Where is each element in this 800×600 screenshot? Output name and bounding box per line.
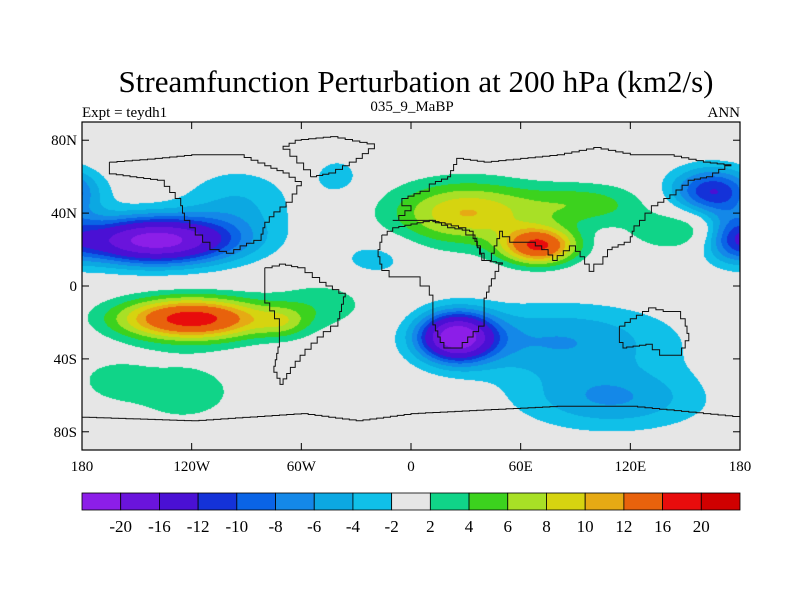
colorbar-swatch bbox=[313, 492, 354, 511]
chart-title: Streamfunction Perturbation at 200 hPa (… bbox=[119, 64, 714, 99]
coastline-5 bbox=[618, 307, 690, 356]
colorbar-label: 8 bbox=[542, 517, 551, 536]
experiment-label: Expt = teydh1 bbox=[82, 105, 167, 121]
colorbar-swatch bbox=[429, 492, 470, 511]
y-tick-label: 40N bbox=[51, 206, 77, 222]
colorbar-swatch bbox=[159, 492, 199, 511]
colorbar-label: 10 bbox=[577, 517, 594, 536]
colorbar-swatch bbox=[391, 492, 431, 511]
y-tick-label: 40S bbox=[54, 352, 77, 368]
colorbar-label: 12 bbox=[615, 517, 632, 536]
colorbar-swatch bbox=[197, 492, 238, 511]
colorbar-label: 6 bbox=[504, 517, 513, 536]
y-tick-label: 80N bbox=[51, 133, 77, 149]
colorbar-label: 16 bbox=[654, 517, 671, 536]
coastline-3 bbox=[392, 147, 732, 272]
coastline-0 bbox=[108, 154, 302, 254]
coastline-2 bbox=[282, 136, 375, 178]
colorbar-swatch bbox=[81, 492, 122, 511]
x-tick-label: 180 bbox=[71, 459, 94, 475]
colorbar-swatch bbox=[236, 492, 276, 511]
colorbar-swatch bbox=[700, 492, 741, 511]
colorbar-label: 2 bbox=[426, 517, 435, 536]
colorbar-swatch bbox=[584, 492, 625, 511]
period-label: 035_9_MaBP bbox=[370, 99, 453, 115]
y-tick-label: 80S bbox=[54, 425, 77, 441]
colorbar-label: -10 bbox=[225, 517, 248, 536]
x-tick-label: 60E bbox=[509, 459, 533, 475]
x-tick-label: 60W bbox=[287, 459, 317, 475]
y-axis: 80N 40N 0 40S 80S bbox=[51, 133, 740, 441]
colorbar-label: -6 bbox=[307, 517, 321, 536]
colorbar-label: -2 bbox=[385, 517, 399, 536]
coastline-6 bbox=[82, 405, 740, 422]
colorbar-label: 4 bbox=[465, 517, 474, 536]
colorbar-label: -4 bbox=[346, 517, 361, 536]
colorbar-swatch bbox=[662, 492, 702, 511]
colorbar-swatch bbox=[120, 492, 160, 511]
field-image bbox=[82, 122, 740, 450]
colorbar-swatch bbox=[623, 492, 663, 511]
x-tick-label: 120W bbox=[173, 459, 211, 475]
coastlines bbox=[82, 136, 740, 422]
x-tick-label: 0 bbox=[407, 459, 415, 475]
colorbar-swatch bbox=[352, 492, 393, 511]
colorbar-swatch bbox=[546, 492, 586, 511]
contour-field bbox=[82, 122, 740, 450]
colorbar-label: -12 bbox=[187, 517, 210, 536]
colorbar-swatch bbox=[507, 492, 547, 511]
colorbar-swatch bbox=[275, 492, 315, 511]
x-tick-label: 180 bbox=[729, 459, 752, 475]
colorbar-label: -8 bbox=[268, 517, 282, 536]
x-tick-label: 120E bbox=[614, 459, 646, 475]
season-label: ANN bbox=[708, 105, 741, 121]
coastline-4 bbox=[377, 219, 503, 349]
colorbar-label: -16 bbox=[148, 517, 171, 536]
colorbar-swatch bbox=[468, 492, 509, 511]
colorbar-label: 20 bbox=[693, 517, 710, 536]
colorbar-label: -20 bbox=[109, 517, 132, 536]
coastline-1 bbox=[264, 263, 346, 385]
colorbar: -20 -16 -12 -10 -8 -6 -4 -2 2 4 6 8 10 12 16 20 bbox=[81, 492, 741, 536]
y-tick-label: 0 bbox=[70, 279, 78, 295]
x-axis: 180 120W 60W 0 60E 120E 180 bbox=[71, 122, 752, 475]
